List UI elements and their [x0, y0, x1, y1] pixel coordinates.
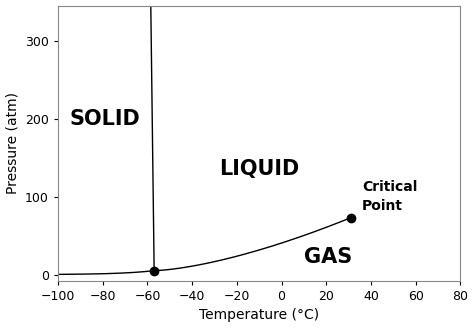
Y-axis label: Pressure (atm): Pressure (atm)	[6, 92, 19, 194]
Text: LIQUID: LIQUID	[219, 159, 300, 179]
X-axis label: Temperature (°C): Temperature (°C)	[199, 308, 319, 322]
Text: Critical
Point: Critical Point	[362, 180, 418, 213]
Text: GAS: GAS	[304, 247, 352, 267]
Text: SOLID: SOLID	[69, 109, 140, 129]
